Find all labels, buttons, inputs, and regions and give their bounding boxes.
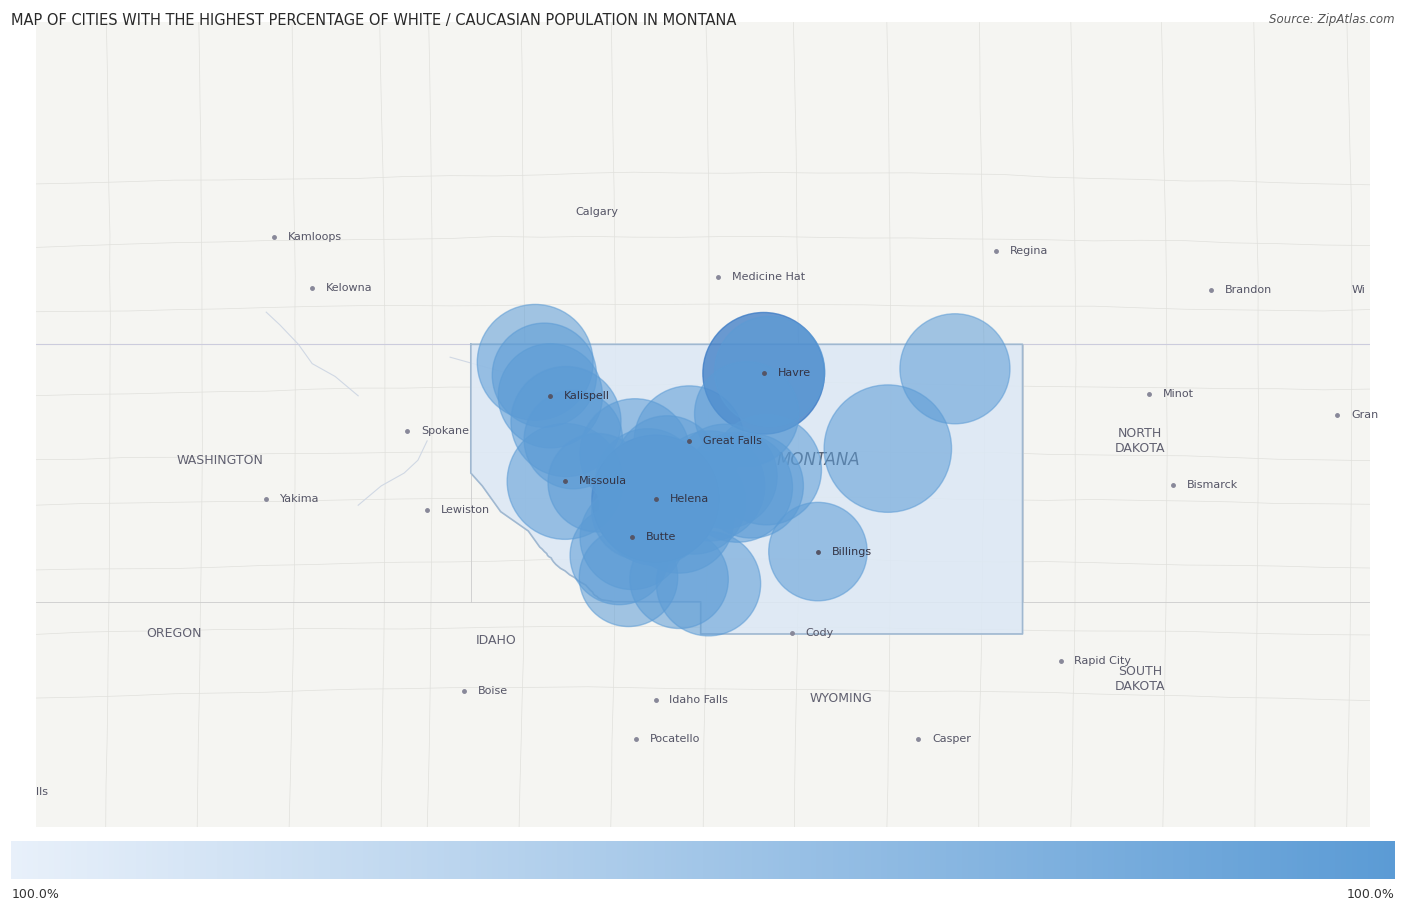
Text: MONTANA: MONTANA xyxy=(776,451,859,469)
Ellipse shape xyxy=(673,424,778,529)
Text: MAP OF CITIES WITH THE HIGHEST PERCENTAGE OF WHITE / CAUCASIAN POPULATION IN MON: MAP OF CITIES WITH THE HIGHEST PERCENTAG… xyxy=(11,13,737,29)
Text: Regina: Regina xyxy=(1010,246,1049,256)
Ellipse shape xyxy=(769,503,868,601)
Ellipse shape xyxy=(657,531,761,636)
Text: Billings: Billings xyxy=(832,547,872,556)
Text: IDAHO: IDAHO xyxy=(475,634,516,647)
Ellipse shape xyxy=(614,415,720,520)
Ellipse shape xyxy=(600,456,710,565)
Text: Great Falls: Great Falls xyxy=(703,436,762,446)
Ellipse shape xyxy=(612,443,716,547)
Ellipse shape xyxy=(695,361,799,466)
Text: Medicine Hat: Medicine Hat xyxy=(733,271,806,281)
Ellipse shape xyxy=(579,528,678,627)
Text: Minot: Minot xyxy=(1163,389,1194,399)
Text: Rapid City: Rapid City xyxy=(1074,656,1132,666)
Text: Butte: Butte xyxy=(645,532,676,542)
Text: Cody: Cody xyxy=(806,628,834,637)
Text: lls: lls xyxy=(37,787,48,797)
Text: Idaho Falls: Idaho Falls xyxy=(669,695,728,706)
Text: Lewiston: Lewiston xyxy=(441,505,491,515)
Ellipse shape xyxy=(492,323,596,427)
Ellipse shape xyxy=(655,431,765,541)
Text: Gran: Gran xyxy=(1351,410,1378,420)
Ellipse shape xyxy=(569,506,669,605)
Ellipse shape xyxy=(548,433,647,532)
Text: Yakima: Yakima xyxy=(280,494,319,503)
Ellipse shape xyxy=(641,450,747,554)
Text: Brandon: Brandon xyxy=(1225,285,1272,295)
Text: WASHINGTON: WASHINGTON xyxy=(177,454,264,467)
Ellipse shape xyxy=(592,435,720,563)
Text: NORTH
DAKOTA: NORTH DAKOTA xyxy=(1115,427,1166,455)
Text: Kamloops: Kamloops xyxy=(288,232,343,242)
Text: Spokane: Spokane xyxy=(422,425,470,436)
Ellipse shape xyxy=(592,461,690,560)
Ellipse shape xyxy=(682,432,793,542)
Ellipse shape xyxy=(711,414,821,525)
Text: 100.0%: 100.0% xyxy=(1347,888,1395,899)
Ellipse shape xyxy=(596,429,700,533)
Ellipse shape xyxy=(579,399,690,509)
Text: OREGON: OREGON xyxy=(146,628,202,640)
Text: Havre: Havre xyxy=(778,369,811,378)
Ellipse shape xyxy=(498,343,603,448)
Ellipse shape xyxy=(624,463,734,574)
Text: Wi: Wi xyxy=(1351,285,1365,295)
Ellipse shape xyxy=(900,314,1010,423)
Text: Calgary: Calgary xyxy=(575,208,619,218)
Text: Helena: Helena xyxy=(669,494,709,503)
Text: Source: ZipAtlas.com: Source: ZipAtlas.com xyxy=(1270,13,1395,26)
Ellipse shape xyxy=(714,316,825,426)
Ellipse shape xyxy=(510,367,621,476)
Polygon shape xyxy=(471,344,1022,634)
Text: 100.0%: 100.0% xyxy=(11,888,59,899)
Ellipse shape xyxy=(524,390,623,489)
Text: Bismarck: Bismarck xyxy=(1187,480,1237,490)
Text: Boise: Boise xyxy=(478,686,508,696)
Ellipse shape xyxy=(477,305,593,420)
Text: Kalispell: Kalispell xyxy=(564,391,610,401)
Ellipse shape xyxy=(581,485,685,590)
Text: WYOMING: WYOMING xyxy=(810,692,872,705)
Ellipse shape xyxy=(824,385,952,512)
Ellipse shape xyxy=(699,434,803,539)
Text: Missoula: Missoula xyxy=(579,476,627,486)
Ellipse shape xyxy=(634,386,744,496)
Text: Kelowna: Kelowna xyxy=(326,282,373,293)
Ellipse shape xyxy=(630,530,728,628)
Text: Pocatello: Pocatello xyxy=(650,734,700,743)
Text: SOUTH
DAKOTA: SOUTH DAKOTA xyxy=(1115,665,1166,693)
Text: Casper: Casper xyxy=(932,734,970,743)
Ellipse shape xyxy=(703,313,824,434)
Ellipse shape xyxy=(508,423,623,539)
